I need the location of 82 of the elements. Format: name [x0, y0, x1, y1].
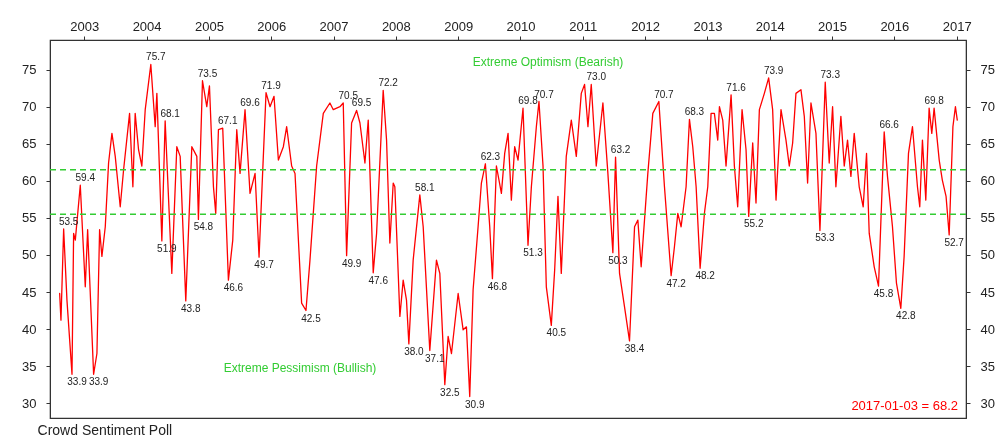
x-tick-label: 2005 [194, 18, 224, 34]
text: Crowd Sentiment Poll [37, 422, 173, 438]
y2-tick-label: 65 [980, 136, 995, 152]
annotation: 68.3 [684, 106, 705, 118]
y-tick-label: 40 [22, 321, 37, 337]
y-tick-label: 55 [22, 210, 37, 226]
x-tick-label: 2017 [942, 18, 972, 34]
annotation: 2017-01-03 = 68.2 [851, 398, 958, 413]
x-tick-label: 2012 [631, 18, 661, 34]
y2-tick-label: 40 [980, 321, 995, 337]
annotation: 46.6 [223, 282, 244, 294]
x-tick-label: 2015 [818, 18, 847, 34]
annotation: 32.5 [440, 386, 460, 398]
annotation: 53.3 [815, 232, 836, 244]
y-tick-label: 60 [22, 173, 37, 189]
x-tick-label: 2010 [506, 18, 536, 34]
y2-tick-label: 75 [980, 62, 995, 78]
x-tick-label: 2014 [755, 18, 785, 34]
annotation: 70.7 [654, 88, 675, 100]
annotation: 46.8 [487, 280, 508, 292]
annotation: 38.0 [404, 345, 425, 357]
annotation: 72.2 [378, 77, 399, 89]
annotation: 71.9 [261, 79, 282, 91]
y2-tick-label: 35 [980, 358, 995, 374]
annotation: 43.8 [181, 302, 201, 314]
y2-tick-label: 70 [980, 99, 995, 115]
annotation: 73.9 [763, 64, 784, 76]
y-tick-label: 65 [22, 136, 37, 152]
annotation: 73.5 [197, 67, 218, 79]
annotation: 42.5 [301, 312, 322, 324]
ref-line-label: Extreme Optimism (Bearish) [472, 55, 624, 69]
annotation: 68.1 [160, 107, 181, 119]
annotation: 33.9 [67, 376, 88, 388]
annotation: 33.9 [88, 376, 109, 388]
x-tick-label: 2016 [880, 18, 910, 34]
y2-tick-label: 45 [980, 284, 995, 300]
annotation: 69.8 [924, 95, 945, 107]
annotation: 73.0 [586, 71, 607, 83]
y-tick-label: 35 [22, 358, 37, 374]
annotation: 51.3 [523, 247, 544, 259]
x-tick-label: 2003 [70, 18, 100, 34]
annotation: 40.5 [546, 327, 567, 339]
y-tick-label: 50 [22, 247, 37, 263]
annotation: 69.8 [518, 95, 539, 107]
annotation: 59.4 [75, 172, 96, 184]
x-tick-label: 2011 [569, 18, 598, 34]
annotation: 42.8 [896, 310, 916, 322]
annotation: 45.8 [873, 288, 894, 300]
annotation: 49.9 [341, 257, 362, 269]
x-tick-label: 2004 [132, 18, 162, 34]
annotation: 73.3 [820, 69, 841, 81]
y2-tick-label: 55 [980, 210, 995, 226]
ref-line-label: Extreme Pessimism (Bullish) [223, 361, 377, 375]
annotation: 63.2 [610, 144, 631, 156]
x-tick-label: 2008 [381, 18, 411, 34]
annotation: 52.7 [944, 236, 965, 248]
y2-tick-label: 30 [980, 395, 995, 411]
annotation: 47.6 [368, 274, 389, 286]
x-tick-label: 2009 [444, 18, 474, 34]
y-tick-label: 70 [22, 99, 37, 115]
annotation: 49.7 [254, 259, 275, 271]
annotation: 67.1 [218, 115, 238, 127]
annotation: 54.8 [193, 221, 214, 233]
annotation: 55.2 [743, 218, 764, 230]
annotation: 62.3 [480, 150, 501, 162]
y-tick-label: 75 [22, 62, 37, 78]
annotation: 71.6 [726, 81, 747, 93]
annotation: 38.4 [624, 342, 645, 354]
annotation: 69.6 [240, 96, 261, 108]
y2-tick-label: 60 [980, 173, 995, 189]
y2-tick-label: 50 [980, 247, 995, 263]
x-tick-label: 2013 [693, 18, 723, 34]
x-tick-label: 2006 [257, 18, 287, 34]
annotation: 48.2 [695, 270, 716, 282]
annotation: 47.2 [666, 277, 687, 289]
y-tick-label: 30 [22, 395, 37, 411]
x-tick-label: 2007 [319, 18, 349, 34]
annotation: 66.6 [879, 118, 900, 130]
y-tick-label: 45 [22, 284, 37, 300]
annotation: 30.9 [465, 398, 485, 410]
annotation: 75.7 [146, 51, 166, 63]
annotation: 58.1 [415, 181, 435, 193]
